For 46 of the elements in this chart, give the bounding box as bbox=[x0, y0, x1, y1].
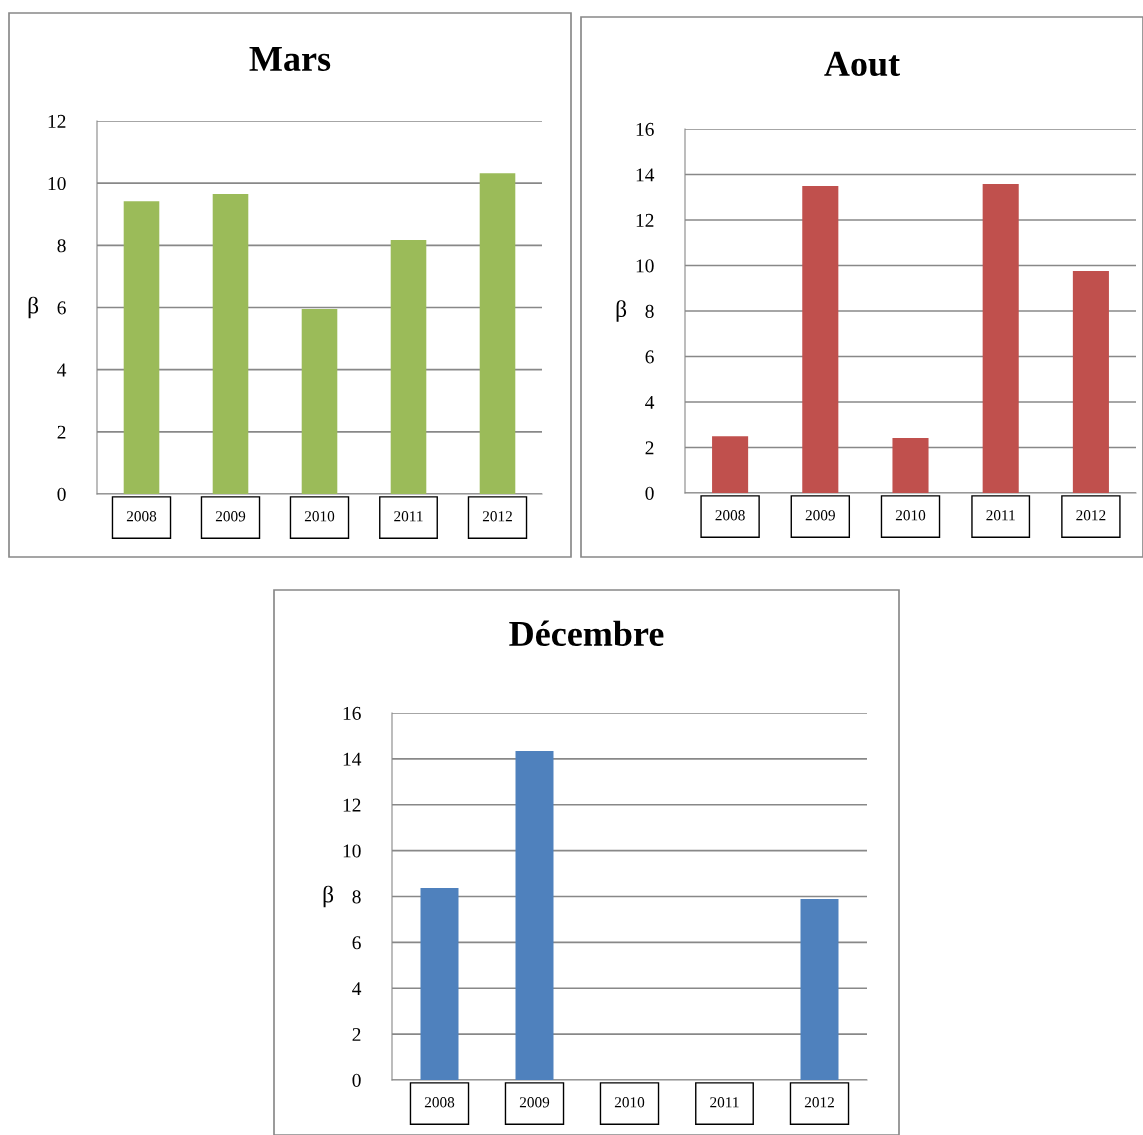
y-tick-label: 0 bbox=[352, 1073, 361, 1087]
x-tick-label: 2010 bbox=[895, 510, 926, 521]
x-tick-label: 2009 bbox=[519, 1097, 550, 1108]
y-tick-label: 4 bbox=[352, 982, 362, 995]
x-tick-label: 2011 bbox=[710, 1097, 739, 1108]
y-tick-label: 8 bbox=[352, 890, 361, 904]
x-tick-label: 2008 bbox=[424, 1097, 455, 1108]
y-tick-label: 2 bbox=[645, 441, 654, 455]
y-tick-label: 0 bbox=[645, 486, 654, 500]
y-tick-label: 8 bbox=[57, 239, 66, 253]
x-tick-label: 2011 bbox=[986, 510, 1015, 521]
y-tick-label: 6 bbox=[352, 936, 361, 950]
y-axis-title: β bbox=[616, 300, 627, 322]
y-tick-label: 16 bbox=[343, 706, 361, 720]
y-tick-label: 4 bbox=[57, 363, 67, 377]
x-tick-label: 2009 bbox=[215, 511, 246, 522]
x-tick-label: 2011 bbox=[394, 511, 423, 522]
y-tick-label: 16 bbox=[636, 122, 654, 136]
x-tick-label: 2012 bbox=[482, 511, 512, 522]
x-tick-label: 2009 bbox=[805, 510, 835, 521]
y-tick-label: 6 bbox=[645, 350, 654, 364]
x-tick-label: 2012 bbox=[1076, 510, 1106, 521]
x-tick-label: 2008 bbox=[126, 511, 157, 522]
y-tick-label: 12 bbox=[636, 213, 654, 227]
y-tick-label: 0 bbox=[57, 487, 66, 501]
y-axis-title: β bbox=[323, 885, 334, 908]
y-axis-title: β bbox=[28, 296, 39, 319]
x-tick-label: 2012 bbox=[804, 1097, 834, 1108]
chart-title: Mars bbox=[249, 47, 331, 72]
x-tick-label: 2010 bbox=[304, 511, 335, 522]
x-tick-label: 2010 bbox=[614, 1097, 645, 1108]
y-tick-label: 14 bbox=[343, 752, 362, 766]
y-tick-label: 12 bbox=[343, 798, 361, 812]
chart-title: Décembre bbox=[509, 620, 664, 647]
y-tick-label: 2 bbox=[352, 1028, 361, 1041]
y-tick-label: 10 bbox=[636, 259, 654, 273]
y-tick-label: 6 bbox=[57, 301, 66, 315]
chart-title: Aout bbox=[824, 51, 900, 77]
x-tick-label: 2008 bbox=[715, 510, 745, 521]
y-tick-label: 2 bbox=[57, 425, 66, 439]
y-tick-label: 10 bbox=[343, 844, 361, 858]
y-tick-label: 14 bbox=[636, 168, 655, 182]
y-tick-label: 12 bbox=[48, 114, 66, 128]
y-tick-label: 4 bbox=[645, 395, 655, 409]
y-tick-label: 10 bbox=[48, 176, 66, 191]
y-tick-label: 8 bbox=[645, 304, 654, 318]
